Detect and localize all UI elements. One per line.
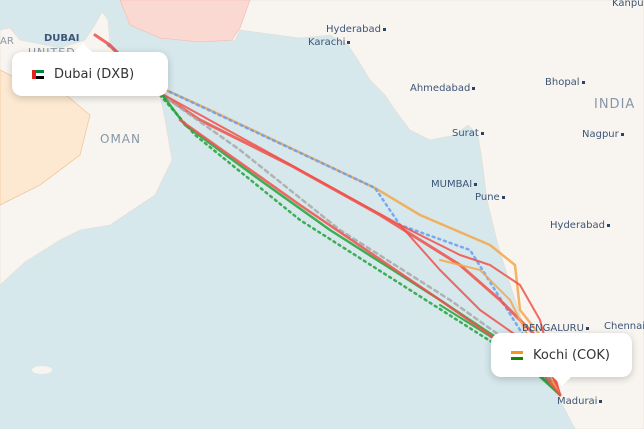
uae-flag-icon [32, 69, 44, 79]
land-iran [119, 0, 251, 43]
label-dubai: DUBAI [44, 33, 80, 44]
label-karachi: Karachi [308, 37, 350, 48]
label-surat: Surat [452, 128, 484, 139]
origin-callout[interactable]: Dubai (DXB) [12, 43, 168, 96]
callout-pointer [74, 43, 92, 52]
flight-routes [93, 33, 562, 397]
label-pune: Pune [475, 192, 505, 203]
label-hyderabad-in: Hyderabad [550, 220, 610, 231]
flight-route-line[interactable] [178, 118, 562, 397]
land-socotra [32, 366, 52, 374]
label-chennai: Chennai [604, 321, 644, 332]
label-oman: OMAN [100, 132, 141, 146]
india-flag-icon [511, 350, 523, 360]
label-qatar: AR [0, 36, 14, 47]
label-hyderabad-pk: Hyderabad [326, 24, 386, 35]
label-mumbai: MUMBAI [431, 179, 477, 190]
label-madurai: Madurai [557, 396, 602, 407]
destination-callout[interactable]: Kochi (COK) [491, 333, 632, 386]
label-ahmedabad: Ahmedabad [410, 83, 475, 94]
label-bhopal: Bhopal [545, 77, 585, 88]
destination-label: Kochi (COK) [533, 347, 610, 363]
label-kanpur: Kanpur [612, 0, 644, 9]
label-nagpur: Nagpur [582, 129, 624, 140]
origin-label: Dubai (DXB) [54, 66, 135, 82]
label-bengaluru: BENGALURU [522, 323, 589, 334]
callout-pointer [553, 377, 571, 386]
label-india: INDIA [594, 97, 636, 112]
